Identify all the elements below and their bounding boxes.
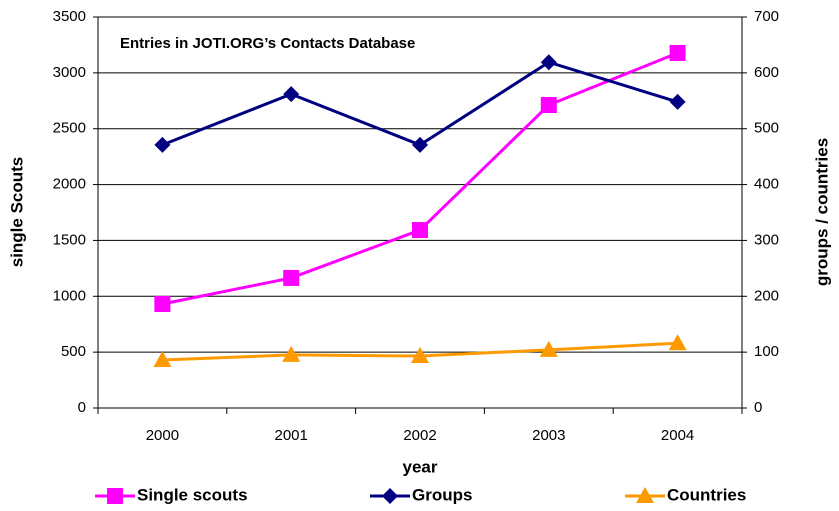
y-tick-label: 1000 xyxy=(53,287,86,304)
marker xyxy=(668,334,687,351)
marker xyxy=(154,295,171,312)
marker xyxy=(283,269,300,286)
marker xyxy=(153,350,172,367)
x-tick-label: 2003 xyxy=(532,427,565,444)
marker xyxy=(636,487,654,503)
y2-tick-label: 200 xyxy=(754,287,779,304)
y2-tick-label: 500 xyxy=(754,120,779,137)
y-tick-label: 2000 xyxy=(53,176,86,193)
x-tick-label: 2002 xyxy=(403,427,436,444)
chart-title: Entries in JOTI.ORG’s Contacts Database xyxy=(120,35,415,52)
marker xyxy=(154,136,171,153)
y-tick-label: 1500 xyxy=(53,231,86,248)
y2-tick-label: 300 xyxy=(754,231,779,248)
y-tick-label: 2500 xyxy=(53,120,86,137)
y2-tick-label: 100 xyxy=(754,343,779,360)
marker xyxy=(540,97,557,114)
y-tick-label: 500 xyxy=(61,343,86,360)
legend-label: Single scouts xyxy=(137,485,248,504)
x-axis-label: year xyxy=(403,457,438,476)
series-line xyxy=(162,51,679,306)
x-tick-label: 2000 xyxy=(146,427,179,444)
marker xyxy=(539,340,558,357)
marker xyxy=(382,488,398,504)
marker xyxy=(107,488,123,504)
marker xyxy=(412,222,428,239)
series-line xyxy=(161,60,679,147)
marker xyxy=(411,347,429,364)
legend-label: Countries xyxy=(667,485,746,504)
marker xyxy=(283,86,300,103)
x-tick-label: 2004 xyxy=(661,427,694,444)
y2-tick-label: 600 xyxy=(754,64,779,81)
y2-tick-label: 700 xyxy=(754,8,779,25)
marker xyxy=(669,44,686,61)
marker xyxy=(282,345,301,362)
y-tick-label: 3000 xyxy=(53,64,86,81)
marker xyxy=(669,93,686,110)
marker xyxy=(540,54,557,71)
y-tick-label: 0 xyxy=(78,399,86,416)
y2-tick-label: 0 xyxy=(754,399,762,416)
y-axis-label: single Scouts xyxy=(7,157,26,268)
y2-tick-label: 400 xyxy=(754,176,779,193)
x-tick-label: 2001 xyxy=(275,427,308,444)
y2-axis-label: groups / countries xyxy=(812,138,831,286)
marker xyxy=(412,136,428,153)
y-tick-label: 3500 xyxy=(53,8,86,25)
legend-label: Groups xyxy=(412,485,472,504)
